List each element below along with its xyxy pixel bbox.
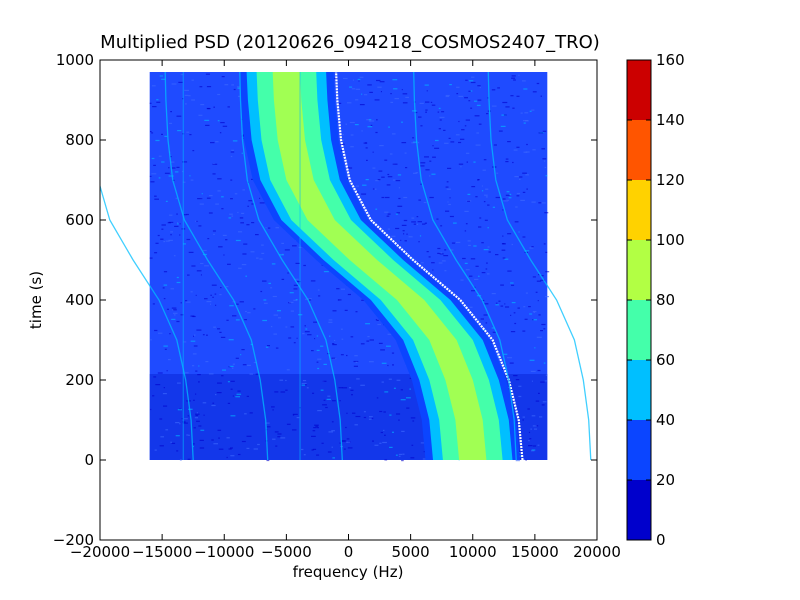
colorbar-level [627, 120, 651, 180]
colorbar-tick-label: 100 [656, 231, 685, 249]
colorbar: 0 20 40 60 80 100 120 140 160 [626, 51, 685, 549]
colorbar-level [627, 480, 651, 540]
colorbar-tick-label: 60 [656, 351, 675, 369]
colorbar-tick-label: 120 [656, 171, 685, 189]
x-tick-label: 10000 [449, 543, 497, 561]
y-axis-ticks: −200 0 200 400 600 800 1000 [53, 51, 597, 549]
colorbar-tick-label: 40 [656, 411, 675, 429]
y-tick-label: 0 [84, 451, 94, 469]
colorbar-level [627, 60, 651, 120]
colorbar-tick-label: 20 [656, 471, 675, 489]
y-tick-label: 600 [65, 211, 94, 229]
chart-title: Multiplied PSD (20120626_094218_COSMOS24… [100, 32, 600, 53]
colorbar-level [627, 300, 651, 360]
x-tick-label: 20000 [573, 543, 621, 561]
colorbar-level [627, 420, 651, 480]
y-axis-label: time (s) [27, 271, 45, 329]
harmonic-streaks [100, 71, 592, 461]
y-tick-label: −200 [53, 531, 94, 549]
trace-core [272, 72, 487, 460]
y-tick-label: 200 [65, 371, 94, 389]
x-tick-label: 15000 [511, 543, 559, 561]
colorbar-level [627, 360, 651, 420]
colorbar-tick-label: 80 [656, 291, 675, 309]
x-tick-label: 5000 [392, 543, 430, 561]
y-tick-label: 1000 [56, 51, 94, 69]
x-tick-label: −15000 [132, 543, 192, 561]
x-tick-label: −10000 [194, 543, 254, 561]
colorbar-tick-label: 0 [656, 531, 666, 549]
colorbar-level [627, 180, 651, 240]
colorbar-tick-label: 160 [656, 51, 685, 69]
x-tick-label: −5000 [261, 543, 312, 561]
x-tick-label: 0 [344, 543, 354, 561]
y-tick-label: 800 [65, 131, 94, 149]
y-tick-label: 400 [65, 291, 94, 309]
x-tick-label: −20000 [70, 543, 130, 561]
colorbar-level [627, 240, 651, 300]
x-axis-label: frequency (Hz) [293, 563, 404, 581]
colorbar-tick-label: 140 [656, 111, 685, 129]
x-axis-ticks: −20000 −15000 −10000 −5000 0 5000 10000 15000 20… [70, 60, 621, 561]
trace-marker-line [335, 71, 524, 461]
plot-area [100, 71, 592, 462]
